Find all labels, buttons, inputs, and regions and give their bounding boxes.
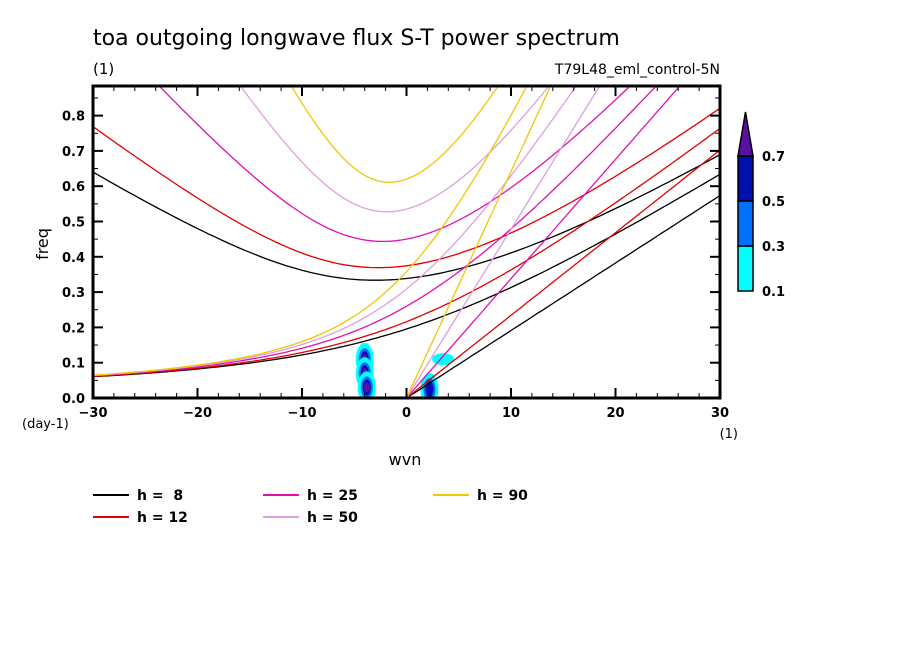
contour-level-3: [363, 382, 370, 393]
colorbar-segment: [737, 200, 754, 247]
y-tick-label: 0.3: [62, 286, 85, 301]
y-tick-label: 0.1: [62, 357, 85, 372]
colorbar: 0.1 0.3 0.5 0.7: [737, 111, 785, 300]
x-axis-label: wvn: [389, 450, 422, 469]
dispersion-curve-h8-kelvin: [406, 194, 720, 398]
x-tick-label: −10: [288, 406, 317, 421]
y-axis-label: freq: [33, 228, 52, 260]
x-tick-label: −30: [79, 406, 108, 421]
contour-layer: [355, 343, 455, 398]
dispersion-curve-h12-kelvin: [406, 149, 720, 398]
legend-label: h = 25: [307, 488, 358, 504]
colorbar-label: 0.5: [762, 195, 785, 210]
colorbar-segment: [737, 245, 754, 292]
dispersion-curve-h25-mrg: [93, 86, 658, 377]
dispersion-curve-h50-kelvin: [405, 86, 601, 398]
legend: h = 8 h = 12 h = 25 h = 50 h = 90: [93, 488, 528, 526]
x-tick-label: 10: [502, 406, 520, 421]
y-tick-label: 0.5: [62, 216, 85, 231]
colorbar-extend-triangle: [737, 111, 754, 157]
dispersion-curve-h12-mrg: [93, 127, 720, 378]
axis-ticks: −30 −20 −10 0 10 20 30 0.0 0.1 0.2 0.3 0.4 0.5 0.6 0.7…: [62, 86, 729, 421]
y-unit-label: (day-1): [22, 417, 69, 432]
y-tick-label: 0.7: [62, 145, 85, 160]
y-tick-label: 0.0: [62, 392, 85, 407]
chart-subtitle-left: (1): [93, 60, 114, 78]
legend-label: h = 12: [137, 510, 188, 526]
dispersion-curves: [93, 86, 720, 398]
chart-subtitle-right: T79L48_eml_control-5N: [554, 62, 720, 78]
x-unit-label: (1): [720, 427, 738, 442]
y-tick-label: 0.6: [62, 180, 85, 195]
x-tick-label: −20: [183, 406, 212, 421]
colorbar-label: 0.7: [762, 150, 785, 165]
dispersion-curve-h50-mrg: [93, 86, 577, 377]
chart-title: toa outgoing longwave flux S-T power spe…: [93, 26, 620, 51]
y-tick-label: 0.8: [62, 110, 85, 125]
dispersion-curve-h12-ig1: [93, 107, 720, 269]
plot-frame: [91, 84, 722, 400]
y-tick-label: 0.4: [62, 251, 85, 266]
colorbar-segment: [737, 155, 754, 202]
colorbar-label: 0.3: [762, 240, 785, 255]
legend-label: h = 8: [137, 488, 183, 504]
x-tick-label: 0: [402, 406, 411, 421]
x-tick-label: 30: [711, 406, 729, 421]
dispersion-curve-h8-mrg: [93, 173, 720, 378]
y-tick-label: 0.2: [62, 321, 85, 336]
dispersion-curve-h90-ig1: [290, 86, 499, 183]
dispersion-curve-h90-kelvin: [405, 86, 552, 398]
dispersion-curve-h8-ig1: [93, 154, 720, 281]
dispersion-curve-h25-ig1: [158, 86, 632, 243]
colorbar-label: 0.1: [762, 285, 785, 300]
x-tick-label: 20: [606, 406, 624, 421]
dispersion-curve-h90-mrg: [93, 86, 528, 376]
dispersion-curve-h50-ig1: [239, 86, 550, 213]
legend-label: h = 50: [307, 510, 358, 526]
dispersion-curve-h25-kelvin: [406, 86, 681, 398]
legend-label: h = 90: [477, 488, 528, 504]
